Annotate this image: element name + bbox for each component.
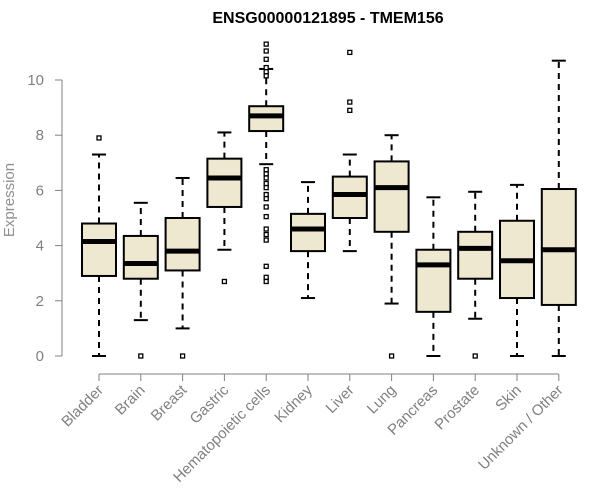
- iqr-box: [206, 157, 243, 208]
- outlier-point: [263, 226, 269, 232]
- box-prostate: [457, 190, 494, 359]
- outlier-point: [347, 49, 353, 56]
- x-tick-label: Lung: [364, 382, 400, 418]
- outlier-point: [263, 64, 269, 71]
- chart-title: ENSG00000121895 - TMEM156: [212, 10, 443, 27]
- outlier-point: [388, 353, 395, 359]
- y-axis-label: Expression: [1, 163, 18, 237]
- outlier-point: [472, 353, 478, 359]
- outlier-point: [221, 278, 228, 285]
- outlier-point: [263, 167, 269, 173]
- y-tick-label: 4: [36, 238, 44, 255]
- y-tick-label: 0: [36, 348, 44, 365]
- iqr-box: [81, 222, 117, 277]
- outlier-point: [263, 231, 269, 238]
- iqr-box: [122, 234, 159, 280]
- iqr-box: [457, 230, 494, 280]
- outlier-point: [347, 107, 353, 114]
- x-tick-label: Liver: [323, 382, 358, 417]
- box-skin: [499, 183, 535, 357]
- iqr-box: [415, 248, 452, 313]
- axes: 0 2 4 6 8 10: [27, 72, 560, 381]
- iqr-box: [540, 188, 577, 306]
- outlier-point: [263, 41, 269, 47]
- outlier-point: [263, 48, 269, 54]
- outlier-point: [263, 196, 269, 202]
- x-tick-label: Skin: [492, 382, 525, 415]
- outlier-point: [96, 135, 102, 141]
- outlier-point: [179, 353, 186, 359]
- x-tick-label: Brain: [112, 382, 149, 419]
- outlier-point: [138, 353, 144, 359]
- outlier-point: [263, 237, 269, 243]
- box-liver: [331, 49, 368, 253]
- outlier-point: [263, 73, 269, 79]
- y-tick-label: 10: [27, 72, 44, 89]
- outlier-point: [263, 175, 269, 181]
- x-tick-label: Prostate: [431, 382, 483, 434]
- outlier-point: [263, 204, 269, 210]
- box-gastric: [206, 131, 243, 285]
- outlier-point: [263, 191, 269, 198]
- iqr-box: [290, 212, 326, 253]
- box-bladder: [81, 135, 117, 357]
- outlier-point: [347, 99, 353, 105]
- boxes-group: [81, 41, 577, 359]
- x-tick-label: Kidney: [271, 381, 316, 426]
- y-tick-label: 6: [36, 182, 44, 199]
- iqr-box: [164, 217, 201, 272]
- outlier-point: [263, 213, 269, 220]
- x-tick-label: Bladder: [58, 382, 107, 431]
- x-tick-label: Breast: [148, 381, 191, 424]
- box-kidney: [290, 181, 326, 300]
- outlier-point: [263, 56, 269, 62]
- box-brain: [122, 201, 159, 359]
- outlier-point: [263, 184, 269, 191]
- outlier-point: [263, 274, 269, 280]
- box-lung: [373, 134, 410, 359]
- outlier-point: [263, 263, 269, 269]
- box-breast: [164, 176, 201, 359]
- box-hematopoietic-cells: [248, 41, 285, 285]
- iqr-box: [331, 175, 368, 220]
- iqr-box: [248, 105, 285, 133]
- y-tick-label: 8: [36, 127, 44, 144]
- outlier-point: [263, 278, 269, 285]
- iqr-box: [373, 160, 410, 233]
- outlier-point: [263, 69, 269, 75]
- outlier-point: [263, 171, 269, 177]
- outlier-point: [263, 180, 269, 187]
- box-pancreas: [415, 196, 452, 357]
- y-tick-label: 2: [36, 293, 44, 310]
- box-unknown-other: [540, 59, 577, 357]
